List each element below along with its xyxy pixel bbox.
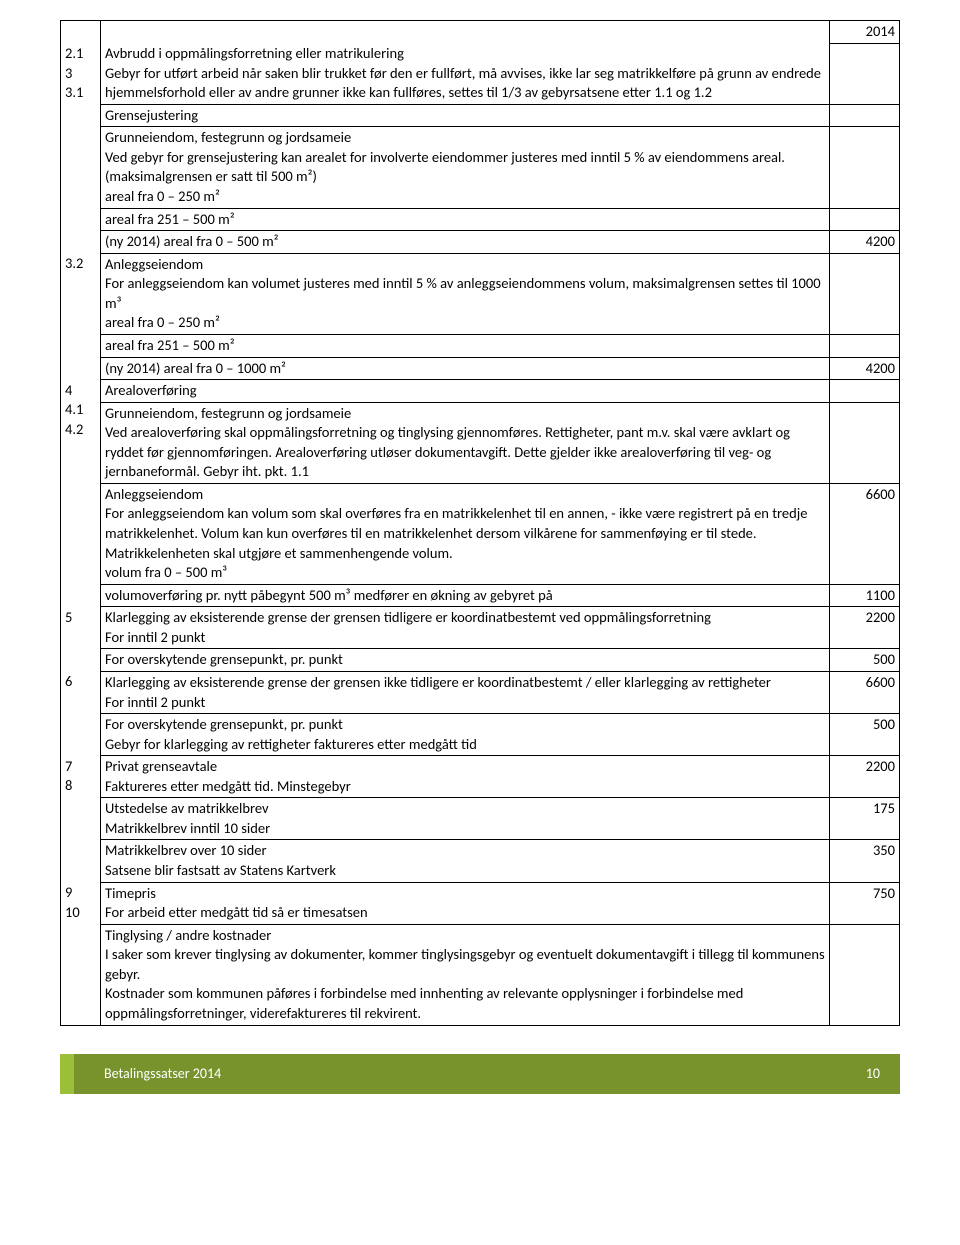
row-number: 3.2 — [61, 253, 101, 357]
row-number: 6 — [61, 671, 101, 713]
footer: Betalingssatser 2014 10 — [60, 1054, 900, 1094]
row-text: Grunneiendom, festegrunn og jordsameieVe… — [101, 127, 830, 208]
row-number — [61, 840, 101, 882]
row-value — [830, 253, 900, 334]
row-number — [61, 231, 101, 254]
row-value — [830, 104, 900, 127]
header-num-cell — [61, 21, 101, 44]
row-number: 78 — [61, 756, 101, 840]
row-text: Grunneiendom, festegrunn og jordsameieVe… — [101, 402, 830, 483]
row-value — [830, 380, 900, 403]
row-text: For overskytende grensepunkt, pr. punkt — [101, 649, 830, 672]
row-value — [830, 43, 900, 104]
row-text: Klarlegging av eksisterende grense der g… — [101, 671, 830, 713]
header-text-cell — [101, 21, 830, 44]
row-text: volumoverføring pr. nytt påbegynt 500 m³… — [101, 584, 830, 607]
row-text: Grensejustering — [101, 104, 830, 127]
row-value — [830, 127, 900, 208]
row-text: Klarlegging av eksisterende grense der g… — [101, 607, 830, 649]
row-value: 4200 — [830, 231, 900, 254]
row-value — [830, 334, 900, 357]
row-text: (ny 2014) areal fra 0 – 500 m² — [101, 231, 830, 254]
row-value: 2200 — [830, 607, 900, 649]
row-number: 44.14.2 — [61, 380, 101, 585]
row-value: 175 — [830, 798, 900, 840]
row-number — [61, 584, 101, 607]
row-value: 2200 — [830, 756, 900, 798]
row-value: 350 — [830, 840, 900, 882]
row-value: 6600 — [830, 671, 900, 713]
row-text: (ny 2014) areal fra 0 – 1000 m² — [101, 357, 830, 380]
row-text: Privat grenseavtaleFaktureres etter medg… — [101, 756, 830, 798]
fee-table: 2014 2.133.1Avbrudd i oppmålingsforretnin… — [60, 20, 900, 1026]
row-text: areal fra 251 – 500 m² — [101, 208, 830, 231]
header-year-cell: 2014 — [830, 21, 900, 44]
row-value: 6600 — [830, 483, 900, 584]
footer-title: Betalingssatser 2014 — [104, 1065, 221, 1082]
row-number — [61, 714, 101, 756]
row-value: 750 — [830, 882, 900, 924]
row-number — [61, 357, 101, 380]
row-text: Utstedelse av matrikkelbrevMatrikkelbrev… — [101, 798, 830, 840]
row-text: AnleggseiendomFor anleggseiendom kan vol… — [101, 483, 830, 584]
row-number: 910 — [61, 882, 101, 1025]
row-number: 5 — [61, 607, 101, 649]
row-value — [830, 208, 900, 231]
row-text: AnleggseiendomFor anleggseiendom kan vol… — [101, 253, 830, 334]
row-text: Matrikkelbrev over 10 siderSatsene blir … — [101, 840, 830, 882]
row-value: 500 — [830, 714, 900, 756]
row-text: For overskytende grensepunkt, pr. punktG… — [101, 714, 830, 756]
row-value — [830, 924, 900, 1025]
row-value: 1100 — [830, 584, 900, 607]
row-text: Avbrudd i oppmålingsforretning eller mat… — [101, 43, 830, 104]
row-text: areal fra 251 – 500 m² — [101, 334, 830, 357]
row-text: Tinglysing / andre kostnaderI saker som … — [101, 924, 830, 1025]
row-number — [61, 649, 101, 672]
row-text: TimeprisFor arbeid etter medgått tid så … — [101, 882, 830, 924]
row-value: 500 — [830, 649, 900, 672]
row-number: 2.133.1 — [61, 43, 101, 231]
row-value: 4200 — [830, 357, 900, 380]
footer-page: 10 — [866, 1065, 880, 1082]
footer-accent — [60, 1054, 74, 1094]
row-text: Arealoverføring — [101, 380, 830, 403]
row-value — [830, 402, 900, 483]
